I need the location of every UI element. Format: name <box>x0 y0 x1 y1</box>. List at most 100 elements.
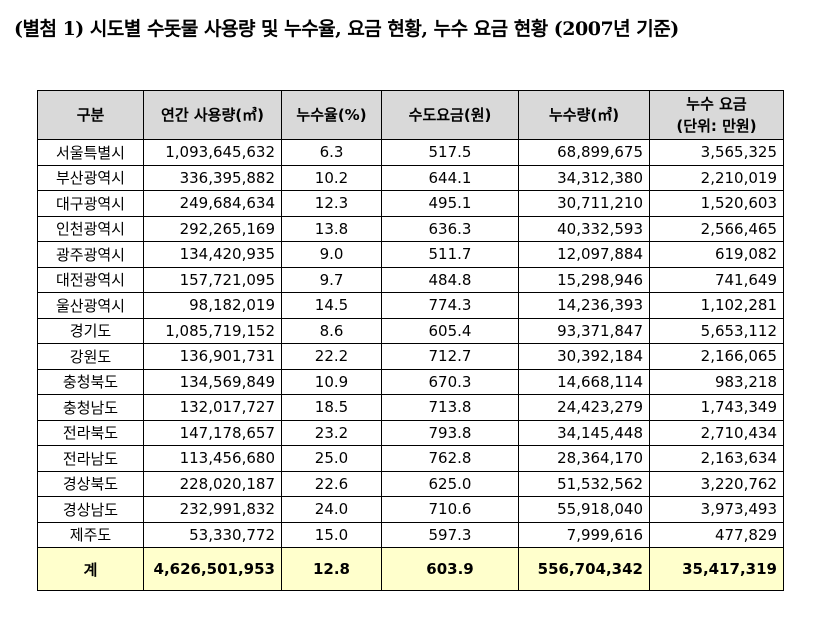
table-row: 충청남도 132,017,727 18.5 713.8 24,423,279 1,743,… <box>37 394 784 421</box>
water-fee-cell: 605.4 <box>381 317 519 344</box>
region-cell: 전라북도 <box>37 419 144 446</box>
annual-usage-cell: 134,569,849 <box>143 368 282 395</box>
document-title: (별첨 1) 시도별 수돗물 사용량 및 누수율, 요금 현황, 누수 요금 현… <box>14 18 679 40</box>
leak-volume-cell: 40,332,593 <box>518 215 650 242</box>
total-leak-fee-cell: 35,417,319 <box>649 547 784 591</box>
annual-usage-cell: 98,182,019 <box>143 292 282 319</box>
annual-usage-cell: 132,017,727 <box>143 394 282 421</box>
leak-fee-cell: 1,743,349 <box>649 394 784 421</box>
annual-usage-cell: 147,178,657 <box>143 419 282 446</box>
leak-volume-cell: 51,532,562 <box>518 470 650 497</box>
leak-volume-cell: 55,918,040 <box>518 496 650 523</box>
leak-rate-cell: 12.3 <box>281 190 382 217</box>
water-fee-cell: 713.8 <box>381 394 519 421</box>
header-leak-fee-label: 누수 요금 <box>686 95 747 113</box>
leak-rate-cell: 24.0 <box>281 496 382 523</box>
leak-fee-cell: 2,710,434 <box>649 419 784 446</box>
water-fee-cell: 511.7 <box>381 241 519 268</box>
water-fee-cell: 762.8 <box>381 445 519 472</box>
leak-fee-cell: 983,218 <box>649 368 784 395</box>
water-fee-cell: 636.3 <box>381 215 519 242</box>
table-row: 울산광역시 98,182,019 14.5 774.3 14,236,393 1,102,… <box>37 292 784 319</box>
leak-fee-cell: 619,082 <box>649 241 784 268</box>
leak-volume-cell: 68,899,675 <box>518 139 650 166</box>
leak-rate-cell: 10.9 <box>281 368 382 395</box>
water-fee-cell: 712.7 <box>381 343 519 370</box>
leak-volume-cell: 7,999,616 <box>518 521 650 548</box>
annual-usage-cell: 249,684,634 <box>143 190 282 217</box>
leak-volume-cell: 34,145,448 <box>518 419 650 446</box>
total-row: 계 4,626,501,953 12.8 603.9 556,704,342 35,417… <box>37 547 784 591</box>
total-leak-rate-cell: 12.8 <box>281 547 382 591</box>
leak-fee-cell: 3,973,493 <box>649 496 784 523</box>
region-cell: 경기도 <box>37 317 144 344</box>
table-row: 경상북도 228,020,187 22.6 625.0 51,532,562 3,220,… <box>37 470 784 497</box>
header-water-fee: 수도요금(원) <box>381 90 519 140</box>
header-leak-fee: 누수 요금 (단위: 만원) <box>649 90 784 140</box>
leak-volume-cell: 14,668,114 <box>518 368 650 395</box>
annual-usage-cell: 336,395,882 <box>143 164 282 191</box>
table-row: 충청북도 134,569,849 10.9 670.3 14,668,114 983,21… <box>37 368 784 395</box>
total-region-cell: 계 <box>37 547 144 591</box>
water-fee-cell: 484.8 <box>381 266 519 293</box>
water-fee-cell: 670.3 <box>381 368 519 395</box>
region-cell: 울산광역시 <box>37 292 144 319</box>
annual-usage-cell: 1,093,645,632 <box>143 139 282 166</box>
annual-usage-cell: 1,085,719,152 <box>143 317 282 344</box>
table-row: 대전광역시 157,721,095 9.7 484.8 15,298,946 741,64… <box>37 266 784 293</box>
leak-volume-cell: 15,298,946 <box>518 266 650 293</box>
annual-usage-cell: 232,991,832 <box>143 496 282 523</box>
table-row: 경상남도 232,991,832 24.0 710.6 55,918,040 3,973,… <box>37 496 784 523</box>
leak-rate-cell: 14.5 <box>281 292 382 319</box>
table-row: 전라북도 147,178,657 23.2 793.8 34,145,448 2,710,… <box>37 419 784 446</box>
leak-rate-cell: 15.0 <box>281 521 382 548</box>
annual-usage-cell: 136,901,731 <box>143 343 282 370</box>
annual-usage-cell: 228,020,187 <box>143 470 282 497</box>
leak-volume-cell: 93,371,847 <box>518 317 650 344</box>
leak-fee-cell: 741,649 <box>649 266 784 293</box>
leak-rate-cell: 22.2 <box>281 343 382 370</box>
total-water-fee-cell: 603.9 <box>381 547 519 591</box>
header-leak-fee-unit: (단위: 만원) <box>676 117 757 135</box>
region-cell: 인천광역시 <box>37 215 144 242</box>
table-row: 광주광역시 134,420,935 9.0 511.7 12,097,884 619,08… <box>37 241 784 268</box>
annual-usage-cell: 292,265,169 <box>143 215 282 242</box>
leak-volume-cell: 34,312,380 <box>518 164 650 191</box>
table-row: 전라남도 113,456,680 25.0 762.8 28,364,170 2,163,… <box>37 445 784 472</box>
region-cell: 부산광역시 <box>37 164 144 191</box>
region-cell: 강원도 <box>37 343 144 370</box>
region-cell: 경상남도 <box>37 496 144 523</box>
table-header-row: 구분 연간 사용량(㎥) 누수율(%) 수도요금(원) 누수량(㎥) 누수 요금… <box>37 90 784 140</box>
header-leak-volume: 누수량(㎥) <box>518 90 650 140</box>
header-leak-rate: 누수율(%) <box>281 90 382 140</box>
leak-volume-cell: 24,423,279 <box>518 394 650 421</box>
leak-volume-cell: 12,097,884 <box>518 241 650 268</box>
total-annual-usage-cell: 4,626,501,953 <box>143 547 282 591</box>
leak-fee-cell: 3,565,325 <box>649 139 784 166</box>
leak-volume-cell: 28,364,170 <box>518 445 650 472</box>
leak-fee-cell: 2,163,634 <box>649 445 784 472</box>
table-row: 제주도 53,330,772 15.0 597.3 7,999,616 477,829 <box>37 521 784 548</box>
region-cell: 제주도 <box>37 521 144 548</box>
table-row: 인천광역시 292,265,169 13.8 636.3 40,332,593 2,566… <box>37 215 784 242</box>
water-fee-cell: 597.3 <box>381 521 519 548</box>
region-cell: 충청남도 <box>37 394 144 421</box>
leak-rate-cell: 10.2 <box>281 164 382 191</box>
leak-rate-cell: 22.6 <box>281 470 382 497</box>
leak-rate-cell: 18.5 <box>281 394 382 421</box>
region-cell: 전라남도 <box>37 445 144 472</box>
leak-fee-cell: 1,102,281 <box>649 292 784 319</box>
leak-rate-cell: 6.3 <box>281 139 382 166</box>
leak-fee-cell: 477,829 <box>649 521 784 548</box>
table-row: 서울특별시 1,093,645,632 6.3 517.5 68,899,675 3,56… <box>37 139 784 166</box>
annual-usage-cell: 134,420,935 <box>143 241 282 268</box>
annual-usage-cell: 113,456,680 <box>143 445 282 472</box>
region-cell: 광주광역시 <box>37 241 144 268</box>
region-cell: 서울특별시 <box>37 139 144 166</box>
water-fee-cell: 625.0 <box>381 470 519 497</box>
header-category: 구분 <box>37 90 144 140</box>
leak-volume-cell: 30,392,184 <box>518 343 650 370</box>
leak-rate-cell: 9.7 <box>281 266 382 293</box>
header-annual-usage: 연간 사용량(㎥) <box>143 90 282 140</box>
table-row: 경기도 1,085,719,152 8.6 605.4 93,371,847 5,653,… <box>37 317 784 344</box>
